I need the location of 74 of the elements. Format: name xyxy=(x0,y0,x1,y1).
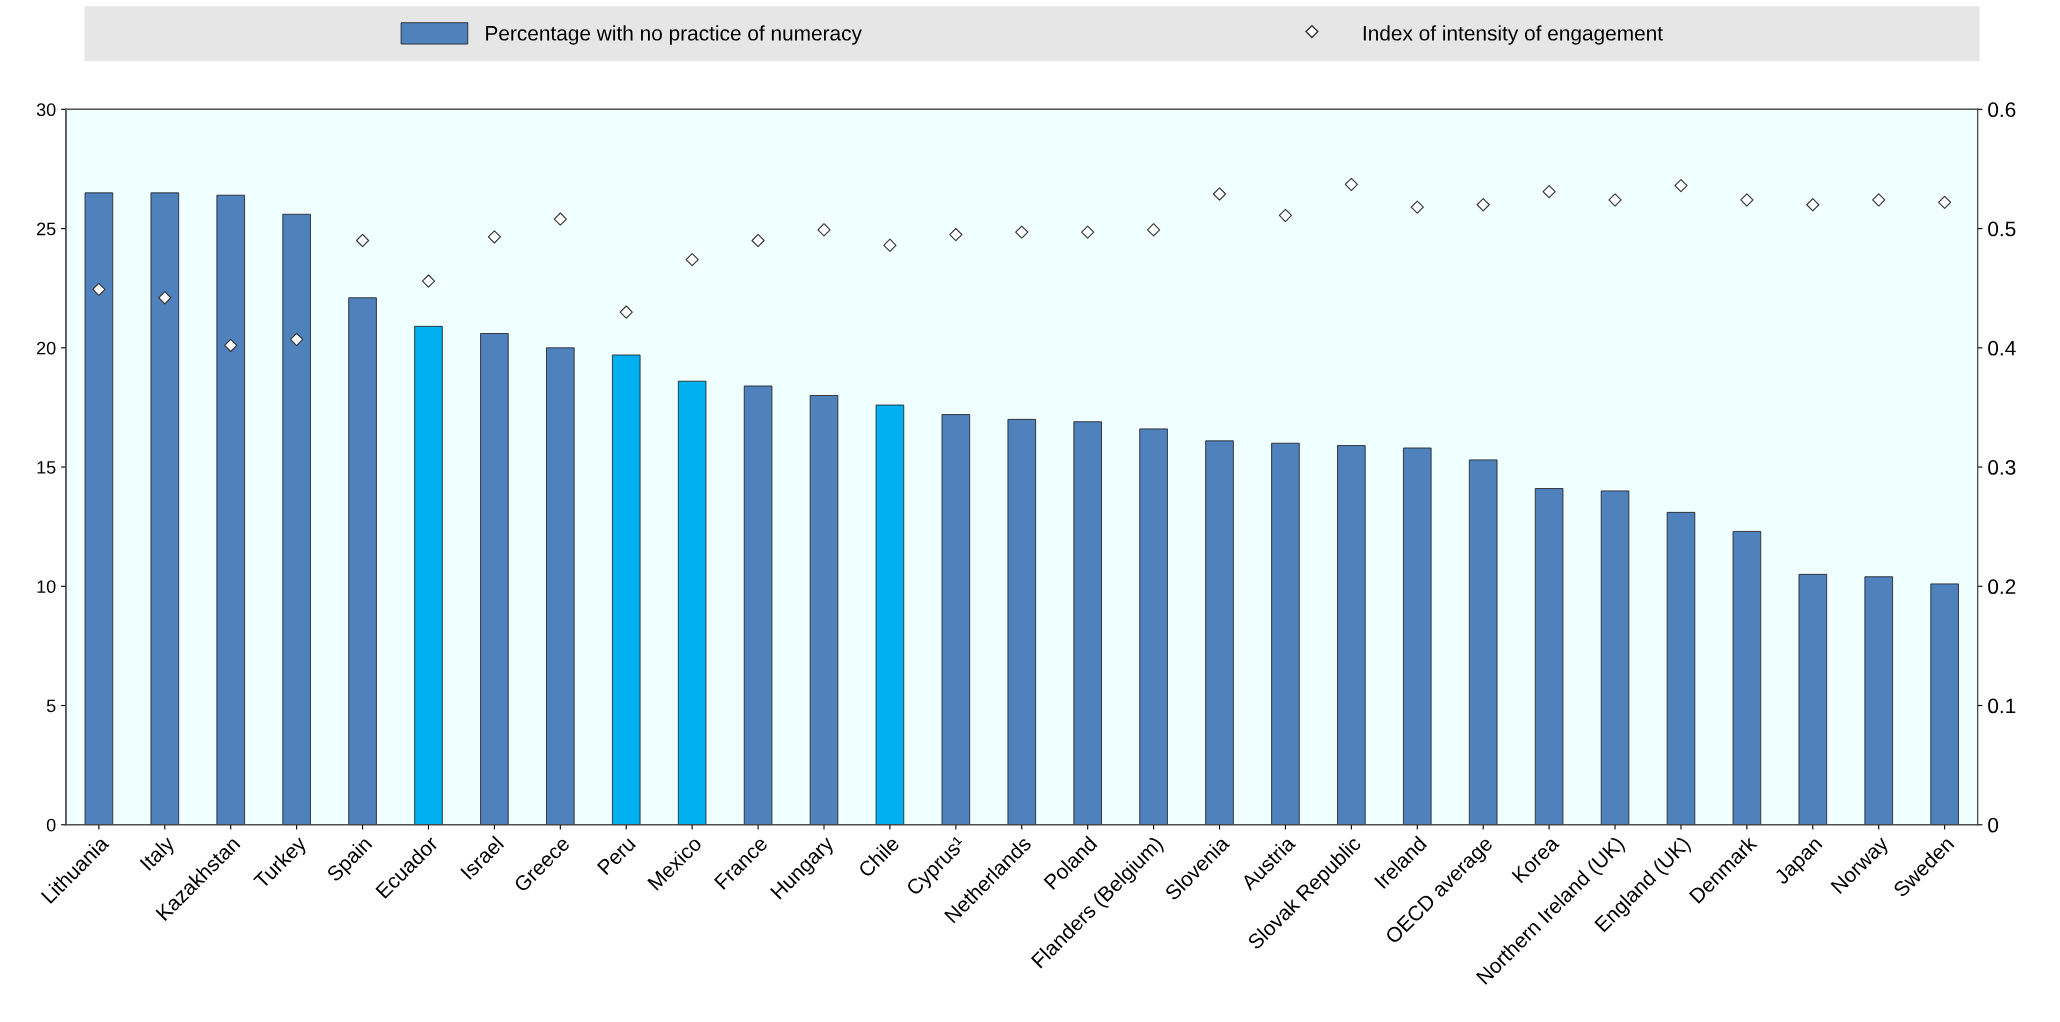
bar xyxy=(1007,418,1037,825)
bar xyxy=(1930,583,1959,825)
point xyxy=(1344,177,1358,192)
point xyxy=(421,274,436,288)
bar xyxy=(1073,421,1102,825)
bar xyxy=(414,325,443,825)
bar xyxy=(1732,531,1762,825)
bar xyxy=(677,380,707,825)
bar xyxy=(480,333,509,825)
point xyxy=(92,282,106,297)
point xyxy=(685,252,699,267)
point xyxy=(1806,198,1820,212)
y2-tick-label: 0 xyxy=(1988,817,1999,833)
point xyxy=(1608,193,1622,207)
bar xyxy=(1798,573,1828,825)
point xyxy=(290,332,304,347)
point xyxy=(949,227,963,242)
bar xyxy=(1337,445,1366,825)
y-tick-label: 0 xyxy=(46,818,56,832)
bar xyxy=(743,385,773,825)
bar xyxy=(1205,440,1234,825)
bar xyxy=(1271,442,1300,825)
bar xyxy=(875,404,905,825)
y2-tick-label: 0.4 xyxy=(1988,340,2016,356)
y2-tick-label: 0.2 xyxy=(1988,579,2016,595)
bar xyxy=(1139,428,1168,825)
point xyxy=(883,238,897,252)
legend-label: Index of intensity of engagement xyxy=(1363,25,1663,45)
point xyxy=(1410,200,1424,214)
point xyxy=(1015,225,1029,239)
point xyxy=(1278,208,1293,223)
point xyxy=(224,338,238,353)
y2-tick-label: 0.1 xyxy=(1988,698,2016,714)
legend-label: Percentage with no practice of numeracy xyxy=(486,25,862,45)
bar xyxy=(216,194,245,825)
point xyxy=(1476,198,1490,212)
point xyxy=(1740,193,1754,207)
bar xyxy=(941,414,971,825)
bar xyxy=(546,347,575,825)
bar xyxy=(1403,447,1432,825)
point xyxy=(817,223,831,237)
bar xyxy=(1534,488,1564,825)
y-tick-label: 25 xyxy=(37,222,56,236)
bar xyxy=(1666,511,1696,825)
bar xyxy=(1468,459,1498,825)
y-tick-label: 20 xyxy=(37,341,56,355)
bar xyxy=(84,192,114,825)
y-tick-label: 15 xyxy=(37,461,56,474)
bar xyxy=(282,213,311,825)
point xyxy=(1872,193,1886,207)
point xyxy=(158,291,172,305)
point xyxy=(1146,223,1161,237)
point xyxy=(619,305,633,319)
y2-tick-label: 0.5 xyxy=(1988,221,2016,237)
point xyxy=(1674,179,1688,193)
bar xyxy=(809,395,839,825)
point xyxy=(1212,187,1227,201)
point xyxy=(1081,225,1095,239)
bar xyxy=(1864,576,1893,825)
y2-tick-label: 0.3 xyxy=(1988,460,2016,475)
y-tick-label: 10 xyxy=(37,580,56,594)
y2-tick-label: 0.6 xyxy=(1988,102,2016,118)
point xyxy=(355,233,370,248)
point xyxy=(1542,185,1556,199)
point xyxy=(1938,195,1952,209)
point xyxy=(751,233,765,248)
point xyxy=(553,212,567,226)
bar xyxy=(150,192,180,825)
point xyxy=(487,230,502,244)
bar xyxy=(348,297,377,825)
y-tick-label: 5 xyxy=(46,699,56,713)
bar xyxy=(1600,490,1630,825)
bar xyxy=(611,354,641,825)
y-tick-label: 30 xyxy=(36,103,56,117)
